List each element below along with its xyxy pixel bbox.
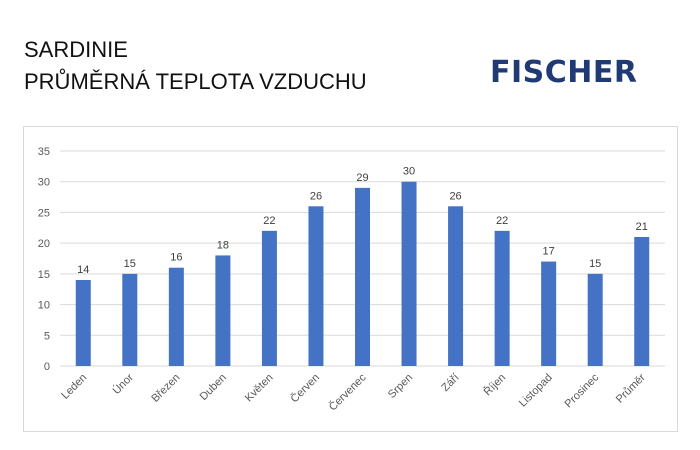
x-tick-label: Srpen xyxy=(386,372,415,401)
bar xyxy=(401,181,417,366)
fischer-logo: FISCHER xyxy=(490,55,638,90)
bar xyxy=(122,273,138,366)
data-label: 22 xyxy=(496,215,508,227)
bar xyxy=(634,237,650,366)
x-tick-label: Duben xyxy=(198,372,229,403)
bar xyxy=(494,230,510,366)
x-tick-label: Červen xyxy=(288,371,322,405)
y-tick-label: 15 xyxy=(38,269,50,281)
data-label: 26 xyxy=(449,190,461,202)
bar xyxy=(448,206,464,366)
chart-title: SARDINIE PRŮMĚRNÁ TEPLOTA VZDUCHU xyxy=(24,34,367,98)
x-axis-labels: Leden Únor Březen Duben Květen Červen Červenec… xyxy=(59,371,648,414)
x-tick-label: Prosinec xyxy=(563,371,602,410)
data-label: 14 xyxy=(77,264,89,276)
x-tick-label: Leden xyxy=(59,372,89,402)
x-tick-label: Únor xyxy=(110,371,136,397)
y-tick-label: 30 xyxy=(38,177,50,189)
y-tick-label: 5 xyxy=(44,330,50,342)
data-label: 22 xyxy=(263,215,275,227)
data-label: 26 xyxy=(310,190,322,202)
bar xyxy=(308,206,324,366)
bar xyxy=(261,230,277,366)
x-tick-label: Září xyxy=(439,372,461,394)
y-tick-label: 35 xyxy=(38,146,50,158)
title-line-1: SARDINIE xyxy=(24,37,128,62)
data-label: 17 xyxy=(543,246,555,258)
y-tick-label: 10 xyxy=(38,300,50,312)
bar xyxy=(541,261,557,366)
data-label: 30 xyxy=(403,166,415,178)
data-label: 16 xyxy=(170,252,182,264)
bar xyxy=(168,267,184,366)
x-tick-label: Březen xyxy=(149,372,182,405)
x-tick-label: Červenec xyxy=(326,371,369,414)
y-tick-label: 0 xyxy=(44,361,50,373)
title-line-2: PRŮMĚRNÁ TEPLOTA VZDUCHU xyxy=(24,69,367,94)
bar xyxy=(75,280,91,366)
bar xyxy=(215,255,231,366)
data-labels: 14 15 16 18 22 26 29 30 26 22 17 15 21 xyxy=(77,166,648,276)
bar xyxy=(355,187,370,366)
x-tick-label: Říjen xyxy=(481,371,508,398)
data-label: 29 xyxy=(356,172,368,184)
y-axis-ticks: 0 5 10 15 20 25 30 35 xyxy=(38,146,50,373)
x-tick-label: Listopad xyxy=(517,372,555,410)
data-label: 15 xyxy=(124,258,136,270)
data-label: 21 xyxy=(636,221,648,233)
y-tick-label: 20 xyxy=(38,238,50,250)
data-label: 18 xyxy=(217,239,229,251)
data-label: 15 xyxy=(589,258,601,270)
x-tick-label: Průměr xyxy=(614,371,648,405)
bar xyxy=(587,273,603,366)
x-tick-label: Květen xyxy=(243,372,276,405)
y-tick-label: 25 xyxy=(38,207,50,219)
bars xyxy=(75,181,650,366)
